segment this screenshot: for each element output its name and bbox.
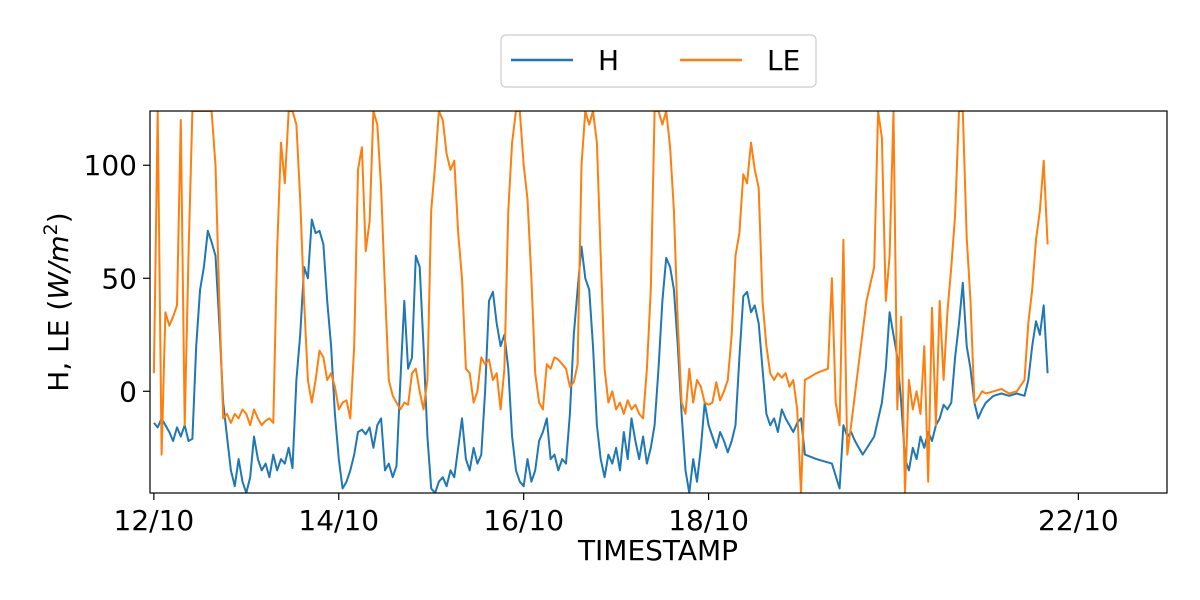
legend-label-h: H [598, 44, 619, 77]
y-axis-label-unit: W/m [42, 235, 75, 299]
series-line-h [153, 218, 1049, 493]
series-layer [152, 111, 1049, 493]
x-axis-label: TIMESTAMP [577, 534, 738, 567]
y-tick-label: 100 [84, 149, 137, 182]
x-tick-label: 18/10 [668, 504, 749, 537]
x-tick-label: 14/10 [298, 504, 379, 537]
x-tick-label: 22/10 [1038, 504, 1119, 537]
y-axis-label-main: H, LE ( [42, 300, 75, 392]
y-axis-label-close: ) [42, 212, 75, 223]
legend: H LE [500, 34, 817, 88]
y-axis-label: H, LE (W/m2) [40, 212, 75, 391]
y-axis-label-exponent: 2 [40, 223, 62, 235]
plot-area-frame [149, 110, 1168, 494]
y-tick-label: 50 [101, 262, 137, 295]
x-tick-label: 16/10 [483, 504, 564, 537]
y-axis-ticks: 0 50 100 [84, 149, 150, 408]
y-tick-label: 0 [119, 375, 137, 408]
legend-label-le: LE [767, 44, 800, 77]
x-tick-label: 12/10 [114, 504, 195, 537]
x-axis-ticks: 12/10 14/10 16/10 18/10 22/10 [114, 493, 1119, 537]
legend-box [500, 34, 817, 88]
series-line-le [152, 111, 1049, 493]
